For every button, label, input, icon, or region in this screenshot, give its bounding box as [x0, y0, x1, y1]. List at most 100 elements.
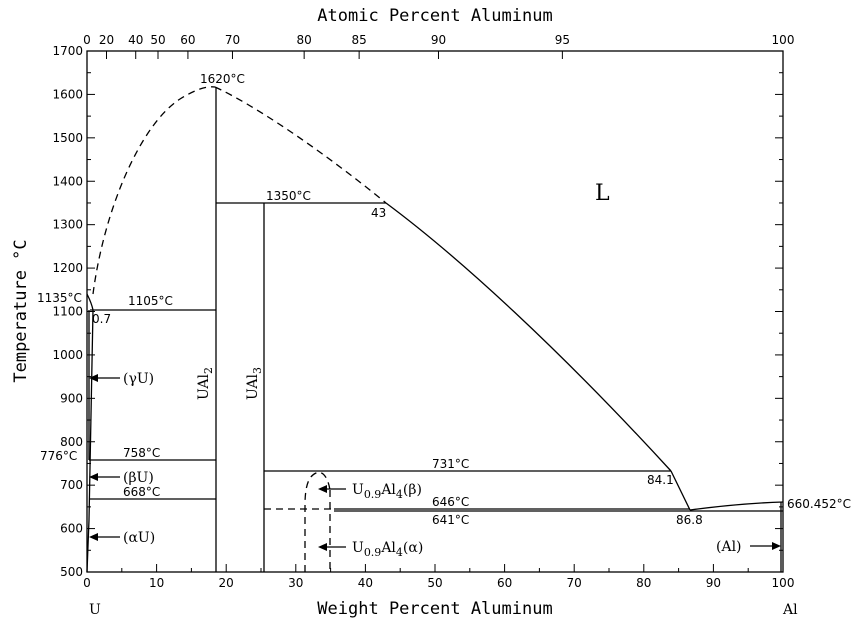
annotations: 1620°C 1350°C 43 1135°C 1105°C 0.7 776°C…	[37, 72, 851, 527]
arrow-u09al4-alpha-head	[318, 543, 327, 551]
u09al4-dome	[304, 471, 331, 572]
left-axis-title: Temperature °C	[11, 239, 31, 382]
bottom-tick-label: 0	[83, 576, 91, 590]
u09al4-alpha-sub2: 4	[396, 546, 403, 559]
left-tick-label: 700	[60, 478, 83, 492]
arrow-u09al4-beta-head	[318, 485, 327, 493]
label-668: 668°C	[123, 485, 160, 499]
bottom-tick-label: 50	[427, 576, 442, 590]
left-tick-label: 600	[60, 522, 83, 536]
phase-alpha-u: (αU)	[123, 530, 155, 546]
top-tick-label: 0	[83, 33, 91, 47]
right-axis-ticks	[775, 50, 783, 573]
label-43: 43	[371, 206, 386, 220]
left-tick-label: 1500	[52, 131, 83, 145]
bottom-tick-label: 40	[358, 576, 373, 590]
phase-ual3-sub: 3	[251, 367, 264, 374]
u09al4-alpha-phase: (α)	[403, 540, 423, 556]
label-1350: 1350°C	[266, 189, 311, 203]
top-tick-label: 90	[431, 33, 446, 47]
label-1135: 1135°C	[37, 291, 82, 305]
u09al4-beta-u: U	[352, 482, 364, 498]
top-axis-ticks: 0 20 40 50 60 70 80 85 90 95 100	[83, 33, 794, 59]
phase-ual3-main: UAl	[245, 374, 261, 400]
left-tick-label: 1700	[52, 44, 83, 58]
top-axis-title: Atomic Percent Aluminum	[317, 6, 552, 26]
phase-labels: L (γU) (βU) (αU) (Al) UAl2 UAl3 U0.9Al4(…	[123, 181, 742, 559]
u09al4-alpha-u: U	[352, 540, 364, 556]
label-758: 758°C	[123, 446, 160, 460]
left-tick-label: 1200	[52, 261, 83, 275]
phase-u09al4-alpha: U0.9Al4(α)	[352, 540, 423, 559]
phase-ual3: UAl3	[245, 367, 264, 400]
label-660-452: 660.452°C	[787, 497, 851, 511]
phase-u09al4-beta: U0.9Al4(β)	[352, 482, 422, 501]
left-tick-label: 800	[60, 435, 83, 449]
label-776: 776°C	[40, 449, 77, 463]
left-tick-label: 1100	[52, 305, 83, 319]
left-element-label: U	[89, 602, 101, 618]
left-tick-label: 1600	[52, 87, 83, 101]
top-tick-label: 50	[150, 33, 165, 47]
u09al4-beta-phase: (β)	[403, 482, 422, 498]
phase-arrows	[89, 374, 781, 551]
left-tick-label: 1000	[52, 348, 83, 362]
bottom-tick-label: 90	[706, 576, 721, 590]
arrow-beta-u-head	[89, 473, 98, 481]
phase-ual2-sub: 2	[202, 367, 215, 374]
top-tick-label: 80	[297, 33, 312, 47]
u09al4-beta-sub1: 0.9	[364, 488, 382, 501]
phase-ual2-main: UAl	[196, 374, 212, 400]
top-tick-label: 40	[128, 33, 143, 47]
phase-gamma-u: (γU)	[123, 371, 154, 387]
phase-ual2: UAl2	[196, 367, 215, 400]
top-tick-label: 95	[555, 33, 570, 47]
liquidus-eutectic-segment	[670, 470, 691, 511]
label-641: 641°C	[432, 513, 469, 527]
label-0-7: 0.7	[92, 312, 111, 326]
bottom-axis-ticks: 0 10 20 30 40 50 60 70 80 90 100	[83, 564, 794, 590]
top-tick-label: 70	[225, 33, 240, 47]
label-731: 731°C	[432, 457, 469, 471]
arrow-alpha-u-head	[89, 533, 98, 541]
liquidus-al-side	[689, 501, 784, 511]
u09al4-beta-sub2: 4	[396, 488, 403, 501]
label-1105: 1105°C	[128, 294, 173, 308]
top-tick-label: 85	[351, 33, 366, 47]
plot-frame	[86, 50, 784, 573]
left-tick-label: 500	[60, 565, 83, 579]
liquidus-dashed-right	[214, 86, 387, 204]
phase-boundaries	[86, 86, 784, 573]
phase-beta-u: (βU)	[123, 470, 154, 486]
label-1620: 1620°C	[200, 72, 245, 86]
arrow-gamma-u-head	[89, 374, 98, 382]
label-646: 646°C	[432, 495, 469, 509]
u09al4-beta-al: Al	[380, 482, 396, 498]
label-86-8: 86.8	[676, 513, 703, 527]
bottom-tick-label: 80	[636, 576, 651, 590]
top-tick-label: 20	[99, 33, 114, 47]
bottom-tick-label: 20	[219, 576, 234, 590]
bottom-tick-label: 10	[149, 576, 164, 590]
bottom-tick-label: 100	[772, 576, 795, 590]
u-side-boundary	[86, 293, 94, 573]
phase-al: (Al)	[716, 539, 742, 555]
u09al4-alpha-al: Al	[380, 540, 396, 556]
bottom-axis-title: Weight Percent Aluminum	[317, 599, 552, 619]
arrow-al-head	[772, 542, 781, 550]
left-tick-label: 1300	[52, 218, 83, 232]
phase-liquid: L	[595, 181, 610, 206]
top-tick-label: 100	[772, 33, 795, 47]
left-tick-label: 1400	[52, 174, 83, 188]
top-tick-label: 60	[180, 33, 195, 47]
right-element-label: Al	[782, 602, 798, 618]
label-84-1: 84.1	[647, 473, 674, 487]
liquidus-dashed-left	[92, 86, 216, 295]
left-axis-ticks: 500 600 700 800 900 1000 1100 1200 1300 1400 1500 1…	[52, 44, 95, 579]
u09al4-alpha-sub1: 0.9	[364, 546, 382, 559]
left-tick-label: 900	[60, 391, 83, 405]
bottom-tick-label: 30	[288, 576, 303, 590]
bottom-tick-label: 60	[497, 576, 512, 590]
bottom-tick-label: 70	[567, 576, 582, 590]
